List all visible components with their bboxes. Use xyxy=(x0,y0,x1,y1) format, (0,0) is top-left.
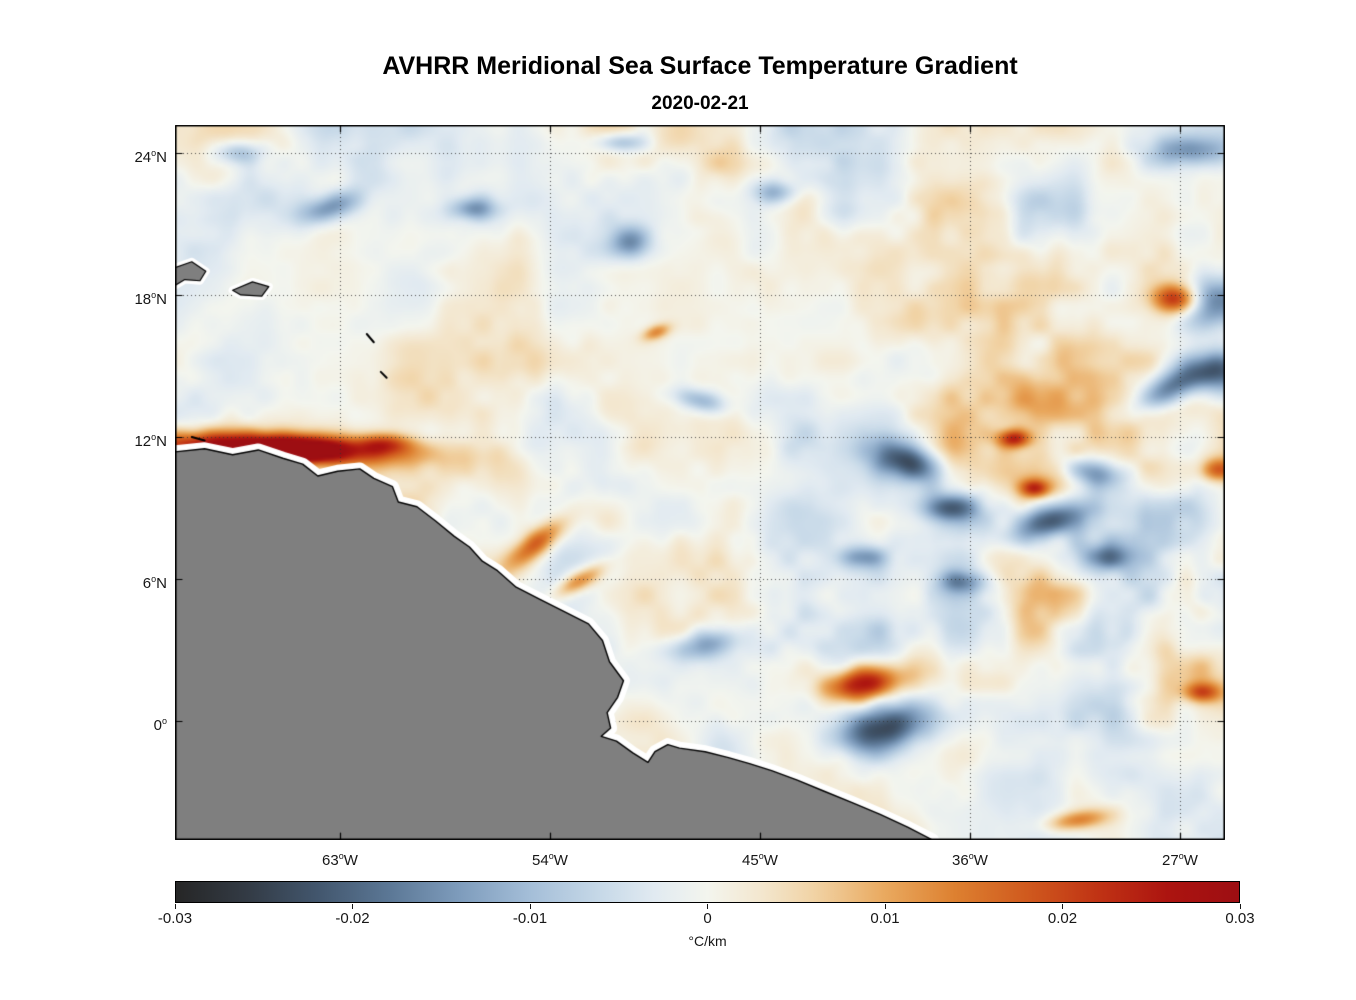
colorbar-tick-label: 0.02 xyxy=(1047,910,1078,927)
map-heatmap-canvas xyxy=(175,125,1225,840)
y-tick-label: 18oN xyxy=(134,289,167,308)
y-tick-label: 6oN xyxy=(142,573,167,592)
colorbar-tick-label: -0.03 xyxy=(157,910,193,927)
colorbar-tick-mark xyxy=(174,904,176,909)
x-tick-label: 45oW xyxy=(742,851,778,869)
y-tick-label: 12oN xyxy=(134,431,167,450)
colorbar-tick-label: 0.03 xyxy=(1225,910,1255,927)
chart-date-subtitle: 2020-02-21 xyxy=(651,93,749,114)
x-tick-label: 36oW xyxy=(952,851,988,869)
x-tick-label: 63oW xyxy=(322,851,358,869)
colorbar-tick-mark xyxy=(707,904,708,909)
colorbar-tick-mark xyxy=(884,904,886,909)
chart-title: AVHRR Meridional Sea Surface Temperature… xyxy=(382,52,1018,80)
colorbar-tick-mark xyxy=(1062,904,1063,909)
x-tick-label: 54oW xyxy=(532,851,568,869)
colorbar xyxy=(175,881,1240,903)
x-tick-label: 27oW xyxy=(1162,851,1198,869)
colorbar-tick-mark xyxy=(1239,904,1241,909)
colorbar-unit-label: °C/km xyxy=(688,933,727,949)
colorbar-tick-label: 0 xyxy=(703,910,712,927)
colorbar-tick-label: -0.02 xyxy=(335,910,370,927)
y-tick-label: 24oN xyxy=(134,147,167,166)
colorbar-tick-mark xyxy=(352,904,353,909)
colorbar-tick-mark xyxy=(529,904,531,909)
y-tick-label: 0o xyxy=(153,715,167,734)
colorbar-tick-label: 0.01 xyxy=(870,910,900,927)
colorbar-tick-label: -0.01 xyxy=(512,910,548,927)
